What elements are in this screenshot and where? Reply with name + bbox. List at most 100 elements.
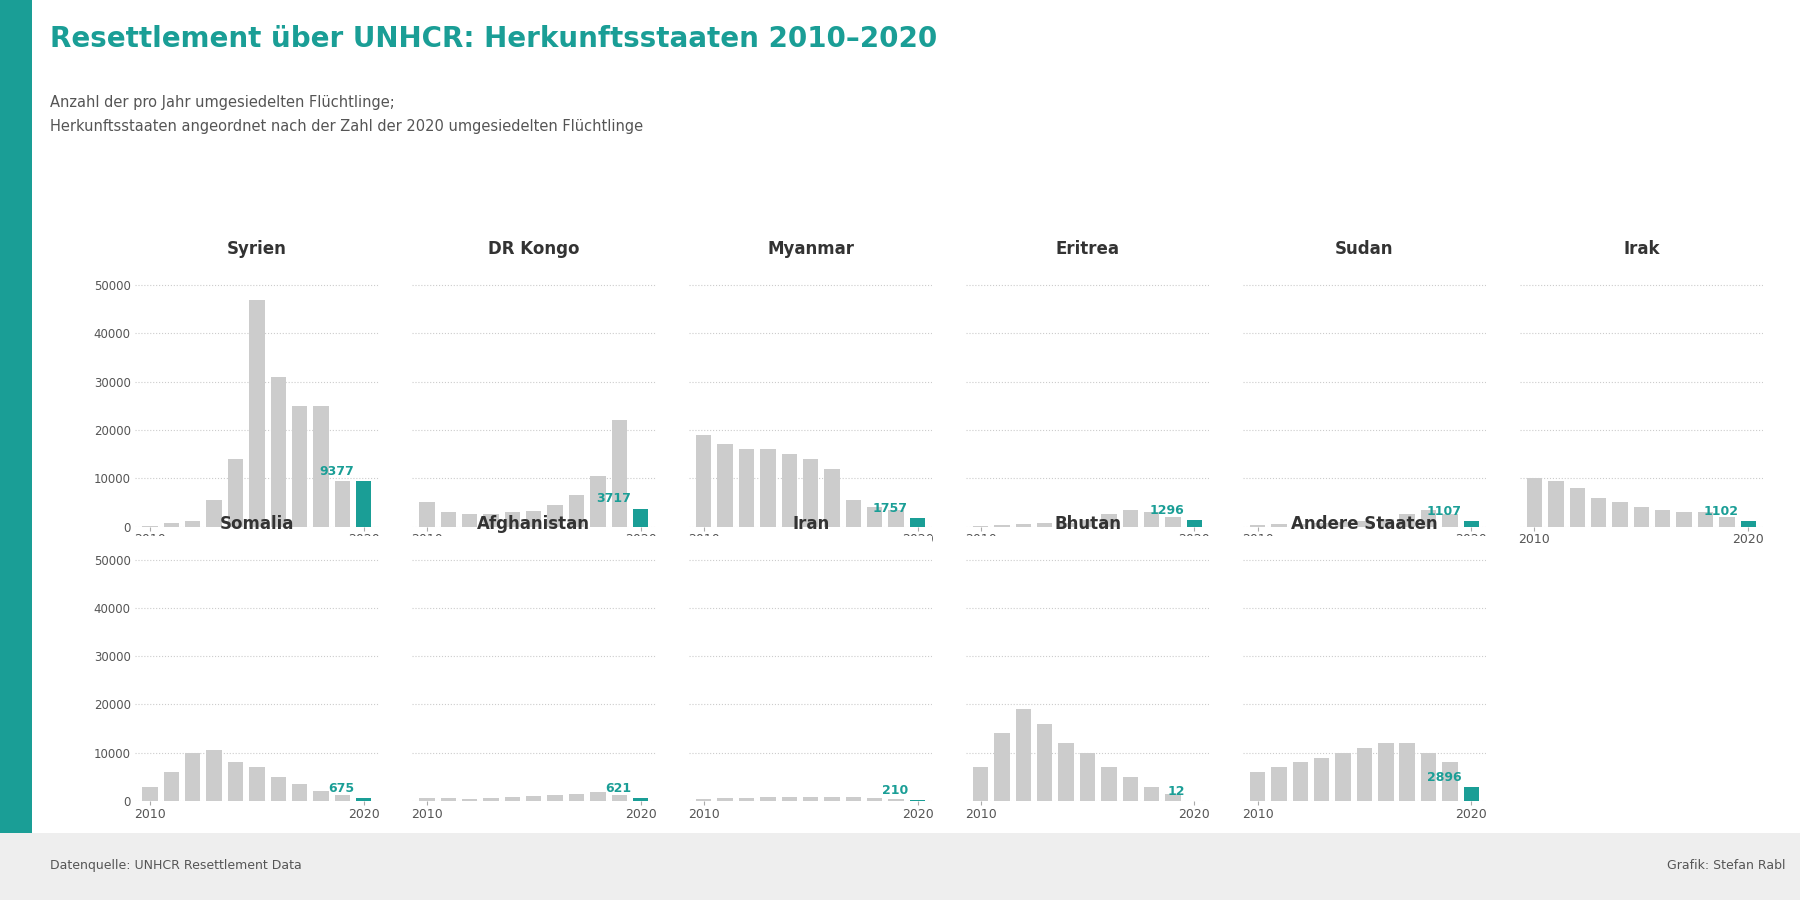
Bar [846, 500, 860, 526]
Bar [1123, 509, 1138, 526]
Bar [547, 505, 563, 526]
Bar [1145, 787, 1159, 801]
Bar [1613, 502, 1627, 526]
Bar [1058, 743, 1075, 801]
Bar [1697, 512, 1714, 526]
Text: 621: 621 [605, 782, 632, 795]
Text: Herkunftsstaaten angeordnet nach der Zahl der 2020 umgesiedelten Flüchtlinge: Herkunftsstaaten angeordnet nach der Zah… [50, 119, 644, 134]
Bar [1145, 512, 1159, 526]
Title: Bhutan: Bhutan [1055, 515, 1121, 533]
Bar [1292, 762, 1309, 801]
Title: Irak: Irak [1624, 240, 1660, 258]
Text: 3717: 3717 [596, 492, 632, 506]
Bar [1379, 519, 1393, 526]
Bar [634, 508, 648, 526]
Bar [569, 794, 585, 801]
Bar [909, 518, 925, 526]
Bar [1123, 777, 1138, 801]
Bar [185, 752, 200, 801]
Bar [1379, 743, 1393, 801]
Title: Somalia: Somalia [220, 515, 293, 533]
Bar [335, 481, 349, 526]
Bar [526, 511, 542, 526]
Bar [1165, 517, 1181, 526]
Title: Eritrea: Eritrea [1055, 240, 1120, 258]
Text: Anzahl der pro Jahr umgesiedelten Flüchtlinge;: Anzahl der pro Jahr umgesiedelten Flücht… [50, 94, 396, 110]
Bar [1741, 521, 1757, 526]
Text: 1296: 1296 [1150, 504, 1184, 518]
Bar [547, 796, 563, 801]
Bar [909, 800, 925, 801]
Bar [1442, 515, 1458, 526]
Bar [1314, 523, 1330, 526]
Bar [1037, 724, 1053, 801]
Bar [1080, 519, 1094, 526]
Bar [292, 784, 308, 801]
Bar [889, 798, 904, 801]
Bar [1271, 767, 1287, 801]
Bar [1634, 508, 1649, 526]
Text: Grafik: Stefan Rabl: Grafik: Stefan Rabl [1667, 860, 1786, 872]
Bar [738, 449, 754, 526]
Bar [313, 406, 329, 526]
Bar [1570, 488, 1586, 526]
Bar [164, 772, 178, 801]
Bar [718, 798, 733, 801]
Bar [463, 515, 477, 526]
Bar [1526, 478, 1543, 526]
Bar [313, 791, 329, 801]
Bar [504, 797, 520, 801]
Bar [1336, 752, 1350, 801]
Bar [868, 797, 882, 801]
Bar [526, 796, 542, 801]
Title: Iran: Iran [792, 515, 830, 533]
Bar [612, 796, 626, 801]
Text: 1757: 1757 [873, 502, 907, 515]
Title: Andere Staaten: Andere Staaten [1291, 515, 1438, 533]
Text: 1107: 1107 [1427, 505, 1462, 518]
Bar [1420, 509, 1436, 526]
Bar [889, 509, 904, 526]
Bar [1102, 767, 1116, 801]
Bar [1080, 752, 1094, 801]
Bar [463, 798, 477, 801]
Text: 210: 210 [882, 784, 907, 796]
Bar [974, 767, 988, 801]
Bar [1676, 512, 1692, 526]
Text: 1102: 1102 [1703, 505, 1739, 518]
Bar [1249, 525, 1265, 526]
Bar [1186, 520, 1202, 526]
Bar [1357, 521, 1372, 526]
Bar [356, 797, 371, 801]
Bar [229, 459, 243, 526]
Bar [1292, 524, 1309, 526]
Bar [1463, 521, 1480, 526]
Bar [441, 512, 455, 526]
Bar [590, 792, 605, 801]
Bar [824, 796, 841, 801]
Bar [504, 512, 520, 526]
Text: 12: 12 [1166, 785, 1184, 797]
Text: Datenquelle: UNHCR Resettlement Data: Datenquelle: UNHCR Resettlement Data [50, 860, 302, 872]
Bar [1271, 524, 1287, 526]
Bar [1420, 752, 1436, 801]
Title: DR Kongo: DR Kongo [488, 240, 580, 258]
Bar [335, 796, 349, 801]
Bar [1058, 523, 1075, 526]
Bar [994, 734, 1010, 801]
Bar [760, 449, 776, 526]
Bar [185, 521, 200, 526]
Bar [1015, 524, 1031, 526]
Bar [270, 377, 286, 526]
Bar [419, 502, 434, 526]
Text: 675: 675 [328, 781, 355, 795]
Bar [1463, 787, 1480, 801]
Title: Afghanistan: Afghanistan [477, 515, 590, 533]
Bar [612, 420, 626, 526]
Bar [164, 523, 178, 526]
Title: Myanmar: Myanmar [767, 240, 855, 258]
Bar [441, 798, 455, 801]
Text: 9377: 9377 [319, 465, 355, 478]
Bar [781, 796, 797, 801]
Bar [142, 787, 158, 801]
